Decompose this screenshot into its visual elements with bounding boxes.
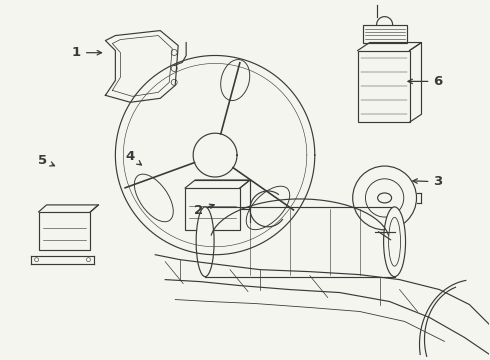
Bar (205, 207, 394, 276)
Text: 2: 2 (194, 204, 214, 217)
Text: 6: 6 (408, 75, 442, 88)
Text: 1: 1 (72, 46, 101, 59)
Ellipse shape (196, 207, 214, 276)
Bar (185, 188, 240, 230)
Text: 3: 3 (413, 175, 442, 188)
Text: 4: 4 (125, 150, 142, 165)
Bar (358, 50, 410, 122)
Bar (39, 212, 91, 250)
Text: 5: 5 (38, 154, 54, 167)
Bar (363, 24, 407, 42)
Ellipse shape (384, 207, 406, 276)
